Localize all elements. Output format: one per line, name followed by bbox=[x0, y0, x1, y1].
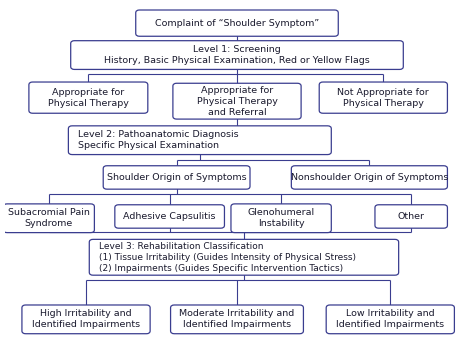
FancyBboxPatch shape bbox=[231, 204, 331, 233]
Text: High Irritability and
Identified Impairments: High Irritability and Identified Impairm… bbox=[32, 309, 140, 329]
Text: Subacromial Pain
Syndrome: Subacromial Pain Syndrome bbox=[8, 208, 90, 228]
FancyBboxPatch shape bbox=[171, 305, 303, 334]
FancyBboxPatch shape bbox=[3, 204, 94, 233]
FancyBboxPatch shape bbox=[292, 166, 447, 189]
Text: Complaint of “Shoulder Symptom”: Complaint of “Shoulder Symptom” bbox=[155, 18, 319, 28]
FancyBboxPatch shape bbox=[173, 83, 301, 119]
Text: Level 1: Screening
History, Basic Physical Examination, Red or Yellow Flags: Level 1: Screening History, Basic Physic… bbox=[104, 45, 370, 65]
FancyBboxPatch shape bbox=[319, 82, 447, 113]
Text: Appropriate for
Physical Therapy
and Referral: Appropriate for Physical Therapy and Ref… bbox=[197, 85, 277, 117]
FancyBboxPatch shape bbox=[29, 82, 148, 113]
FancyBboxPatch shape bbox=[71, 41, 403, 70]
FancyBboxPatch shape bbox=[68, 126, 331, 155]
FancyBboxPatch shape bbox=[375, 205, 447, 228]
FancyBboxPatch shape bbox=[115, 205, 225, 228]
Text: Nonshoulder Origin of Symptoms: Nonshoulder Origin of Symptoms bbox=[291, 173, 448, 182]
Text: Appropriate for
Physical Therapy: Appropriate for Physical Therapy bbox=[48, 88, 129, 108]
Text: Adhesive Capsulitis: Adhesive Capsulitis bbox=[123, 212, 216, 221]
Text: Moderate Irritability and
Identified Impairments: Moderate Irritability and Identified Imp… bbox=[179, 309, 295, 329]
FancyBboxPatch shape bbox=[326, 305, 455, 334]
FancyBboxPatch shape bbox=[136, 10, 338, 36]
Text: Level 3: Rehabilitation Classification
(1) Tissue Irritability (Guides Intensity: Level 3: Rehabilitation Classification (… bbox=[99, 242, 356, 273]
FancyBboxPatch shape bbox=[103, 166, 250, 189]
Text: Other: Other bbox=[398, 212, 425, 221]
Text: Shoulder Origin of Symptoms: Shoulder Origin of Symptoms bbox=[107, 173, 246, 182]
Text: Not Appropriate for
Physical Therapy: Not Appropriate for Physical Therapy bbox=[337, 88, 429, 108]
FancyBboxPatch shape bbox=[22, 305, 150, 334]
Text: Level 2: Pathoanatomic Diagnosis
Specific Physical Examination: Level 2: Pathoanatomic Diagnosis Specifi… bbox=[78, 130, 238, 150]
Text: Low Irritability and
Identified Impairments: Low Irritability and Identified Impairme… bbox=[336, 309, 444, 329]
FancyBboxPatch shape bbox=[89, 239, 399, 275]
Text: Glenohumeral
Instability: Glenohumeral Instability bbox=[247, 208, 315, 228]
